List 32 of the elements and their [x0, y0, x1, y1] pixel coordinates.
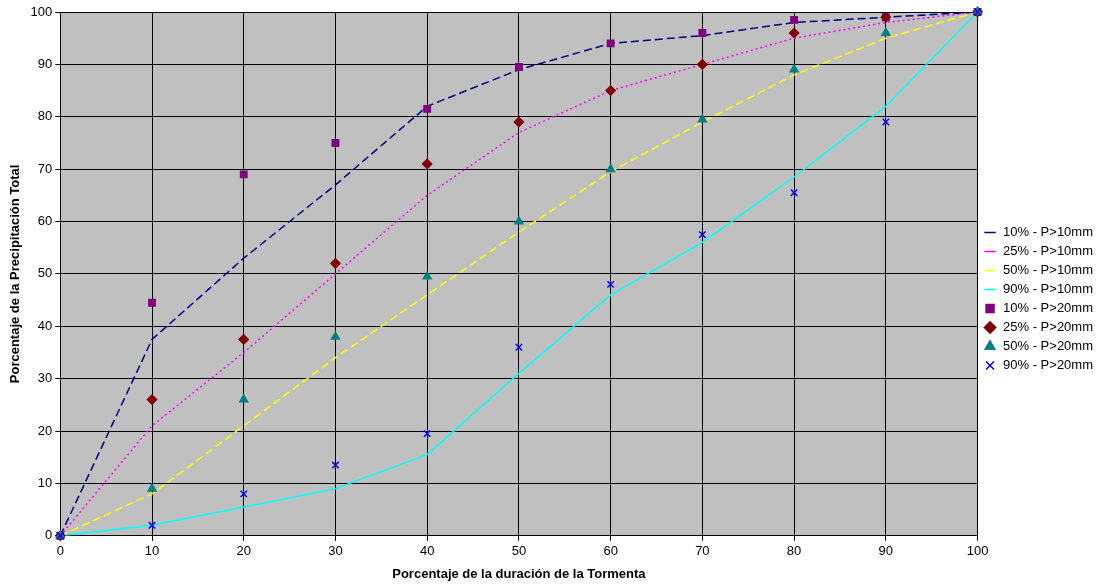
x-tick-label: 100	[966, 543, 989, 559]
x-tick-label: 50	[511, 543, 527, 559]
x-tick-label: 90	[878, 543, 894, 559]
legend-label: 25% - P>10mm	[1003, 243, 1093, 259]
y-tick-label: 100	[30, 3, 53, 19]
x-tick-label: 70	[695, 543, 710, 559]
x-tick-label: 60	[603, 543, 618, 559]
legend-label: 50% - P>10mm	[1003, 262, 1093, 278]
y-tick-label: 40	[37, 317, 53, 333]
y-tick-label: 0	[45, 527, 53, 543]
legend-label: 25% - P>20mm	[1003, 319, 1093, 335]
y-axis-title: Porcentaje de la Precipitación Total	[7, 164, 23, 384]
legend-label: 50% - P>20mm	[1003, 338, 1093, 354]
x-tick-label: 40	[419, 543, 435, 559]
y-tick-label: 10	[37, 475, 53, 490]
x-axis-title: Porcentaje de la duración de la Tormenta	[392, 565, 647, 581]
legend-label: 90% - P>10mm	[1003, 281, 1093, 297]
legend-label: 10% - P>10mm	[1003, 224, 1093, 240]
x-tick-label: 30	[328, 543, 343, 559]
x-tick-label: 0	[56, 543, 64, 559]
y-tick-label: 80	[37, 108, 53, 124]
y-tick-label: 60	[37, 213, 53, 229]
y-tick-label: 70	[37, 160, 53, 176]
x-tick-label: 20	[236, 543, 251, 559]
x-tick-label: 80	[786, 543, 802, 559]
legend-label: 10% - P>20mm	[1003, 300, 1093, 316]
y-tick-label: 90	[37, 55, 53, 71]
y-tick-label: 50	[37, 265, 53, 281]
y-tick-label: 30	[37, 370, 53, 386]
x-tick-label: 10	[144, 543, 160, 559]
legend-label: 90% - P>20mm	[1003, 357, 1093, 373]
y-tick-label: 20	[37, 422, 53, 438]
